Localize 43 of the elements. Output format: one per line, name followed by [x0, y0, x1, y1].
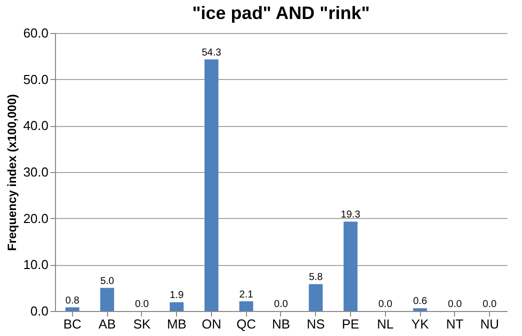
x-tick-label: ON — [202, 316, 222, 332]
x-tick-label: BC — [63, 316, 82, 332]
x-tick-label: SK — [133, 316, 151, 332]
data-label: 2.1 — [239, 289, 254, 300]
y-tick-label: 50.0 — [23, 72, 48, 87]
x-tick-label: YK — [411, 316, 430, 332]
data-label: 0.0 — [482, 299, 497, 310]
x-tick-label: NU — [480, 316, 500, 332]
bar — [65, 307, 80, 311]
bar — [100, 288, 114, 311]
x-tick-label: PE — [342, 316, 360, 332]
x-tick-label: NS — [306, 316, 326, 332]
data-label: 1.9 — [170, 290, 184, 302]
data-label: 0.0 — [274, 299, 288, 310]
x-tick-label: AB — [98, 316, 116, 332]
data-label: 5.8 — [308, 272, 324, 284]
x-tick-label: NL — [376, 316, 394, 332]
data-label: 54.3 — [202, 47, 222, 58]
y-tick-label: 20.0 — [23, 210, 48, 226]
x-tick-label: NT — [446, 316, 464, 332]
y-tick-label: 0.0 — [30, 304, 48, 318]
chart-title: "ice pad" AND "rink" — [192, 3, 370, 23]
bar — [413, 308, 428, 311]
data-label: 0.0 — [378, 299, 393, 310]
data-label: 19.3 — [340, 210, 361, 221]
x-tick-label: NB — [272, 316, 290, 332]
y-tick-label: 60.0 — [23, 26, 48, 40]
y-axis-title: Frequency index (x100,000) — [5, 94, 20, 251]
data-label: 0.6 — [413, 296, 428, 308]
y-tick-label: 10.0 — [23, 257, 48, 272]
bar — [170, 302, 184, 311]
x-tick-label: QC — [236, 316, 256, 332]
y-tick-label: 40.0 — [23, 118, 48, 134]
data-label: 5.0 — [100, 276, 115, 287]
bar — [344, 222, 358, 311]
data-label: 0.0 — [134, 299, 150, 310]
y-tick-label: 30.0 — [23, 164, 48, 180]
bar — [308, 284, 323, 311]
data-label: 0.8 — [65, 295, 80, 306]
x-tick-label: MB — [166, 316, 186, 332]
bar — [204, 59, 218, 311]
bar — [239, 301, 254, 311]
data-label: 0.0 — [448, 299, 462, 310]
